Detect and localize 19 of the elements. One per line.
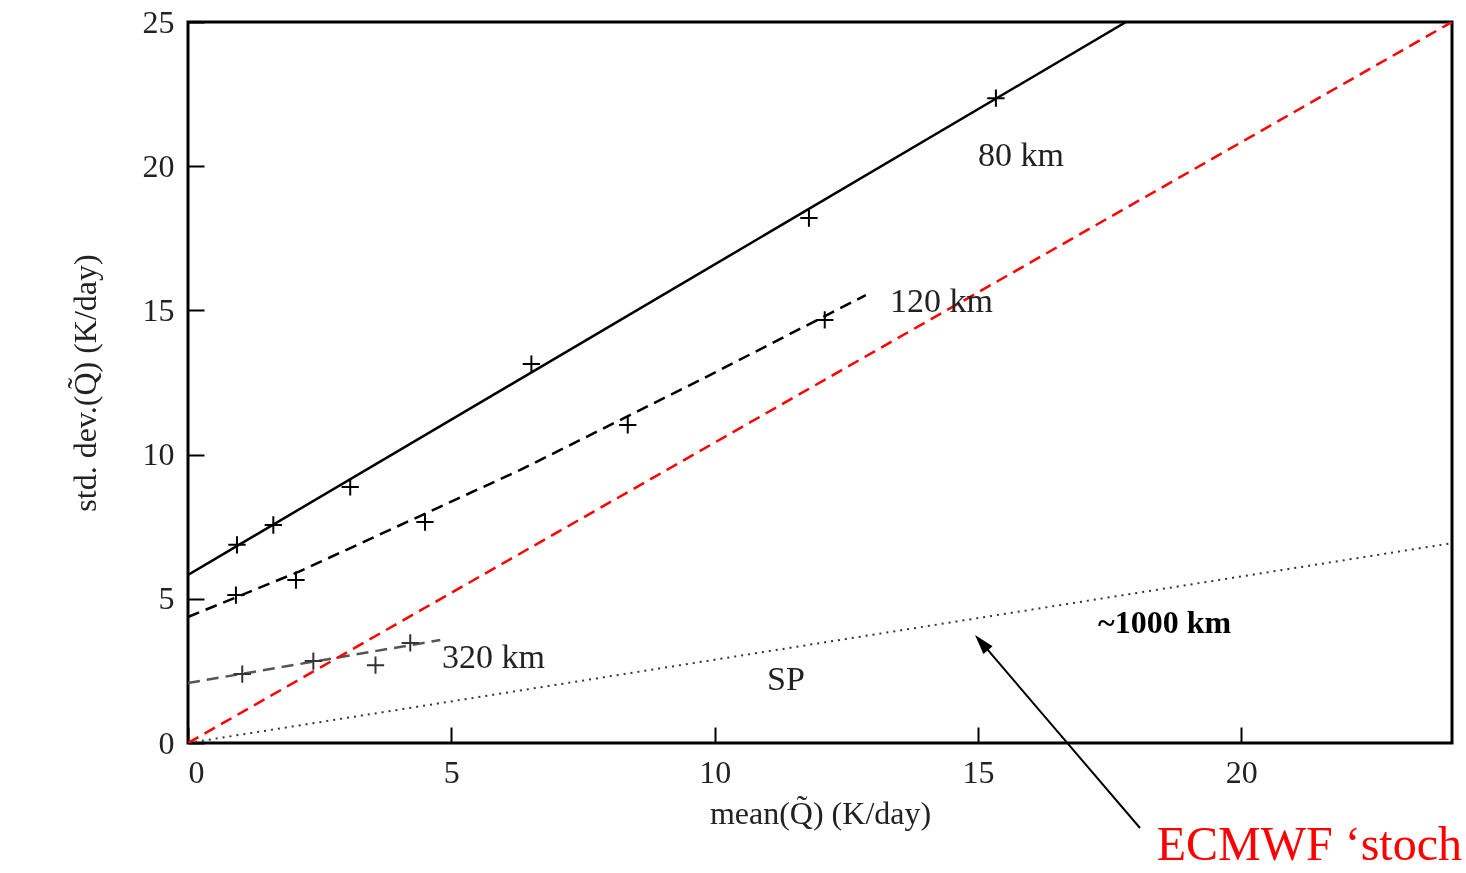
x-axis-title: mean(Q̃) (K/day)	[709, 794, 932, 831]
x-tick-label: 5	[443, 753, 460, 790]
text: ECMWF ‘stoch	[1156, 816, 1462, 871]
y-tick-label: 5	[158, 580, 175, 617]
annotation: 80 km	[978, 136, 1064, 174]
y-tick-label: 20	[142, 147, 175, 184]
y-tick-label: 15	[142, 291, 175, 328]
y-axis-title: std. dev.(Q̃) (K/day)	[66, 254, 103, 512]
x-tick-label: 0	[188, 753, 205, 790]
y-tick-label: 25	[142, 3, 175, 40]
x-tick-label: 15	[962, 753, 995, 790]
x-tick-label: 20	[1225, 753, 1258, 790]
annotation: ~1000 km	[1098, 604, 1232, 641]
annotation: 120 km	[890, 282, 993, 320]
annotation: SP	[767, 660, 805, 698]
annotation: 320 km	[442, 638, 545, 676]
y-tick-label: 10	[142, 436, 175, 473]
y-tick-label: 0	[158, 724, 175, 761]
x-tick-label: 10	[699, 753, 732, 790]
